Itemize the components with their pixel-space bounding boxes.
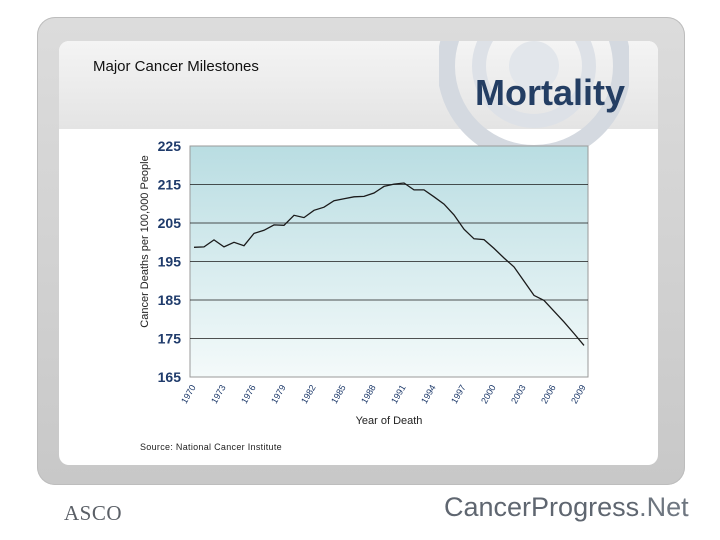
y-tick-label: 215 xyxy=(158,177,182,193)
x-tick-label: 1988 xyxy=(359,383,378,405)
slide-title: Mortality xyxy=(474,72,625,113)
y-tick-label: 205 xyxy=(158,215,182,231)
cp-logo-part-net: .Net xyxy=(639,492,689,522)
cancerprogress-logo: CancerProgress.Net xyxy=(444,492,689,523)
y-tick-label: 225 xyxy=(158,138,182,154)
cp-logo-part-progress: Progress xyxy=(531,492,640,522)
y-tick-labels: 165 175 185 195 205 215 225 xyxy=(158,138,182,385)
mortality-series-line xyxy=(193,182,585,346)
x-tick-label: 2000 xyxy=(479,383,498,405)
x-tick-label: 1970 xyxy=(179,383,198,405)
x-tick-label: 1994 xyxy=(419,383,438,405)
x-tick-label: 2006 xyxy=(539,383,558,405)
asco-logo-text: ASCO xyxy=(64,500,123,525)
y-tick-label: 195 xyxy=(158,254,182,270)
asco-logo: ASCO xyxy=(64,498,122,528)
x-tick-labels: 1970 1973 1976 1979 1982 1985 1988 1991 1994 1997… xyxy=(179,383,588,405)
y-tick-label: 165 xyxy=(158,369,182,385)
source-note: Source: National Cancer Institute xyxy=(140,442,282,452)
x-tick-label: 1991 xyxy=(389,383,408,405)
x-tick-label: 1979 xyxy=(269,383,288,405)
cp-logo-part-cancer: Cancer xyxy=(444,492,532,522)
x-tick-label: 1973 xyxy=(209,383,228,405)
section-title: Major Cancer Milestones xyxy=(93,58,259,75)
x-tick-label: 1985 xyxy=(329,383,348,405)
x-tick-label: 2003 xyxy=(509,383,528,405)
gridlines xyxy=(190,184,588,339)
x-tick-label: 1982 xyxy=(299,383,318,405)
x-tick-label: 1997 xyxy=(449,383,468,405)
y-tick-label: 185 xyxy=(158,292,182,308)
x-axis-label: Year of Death xyxy=(356,415,423,427)
y-axis-label: Cancer Deaths per 100,000 People xyxy=(139,155,151,327)
x-tick-label: 2009 xyxy=(569,383,588,405)
x-tick-label: 1976 xyxy=(239,383,258,405)
y-tick-label: 175 xyxy=(158,331,182,347)
